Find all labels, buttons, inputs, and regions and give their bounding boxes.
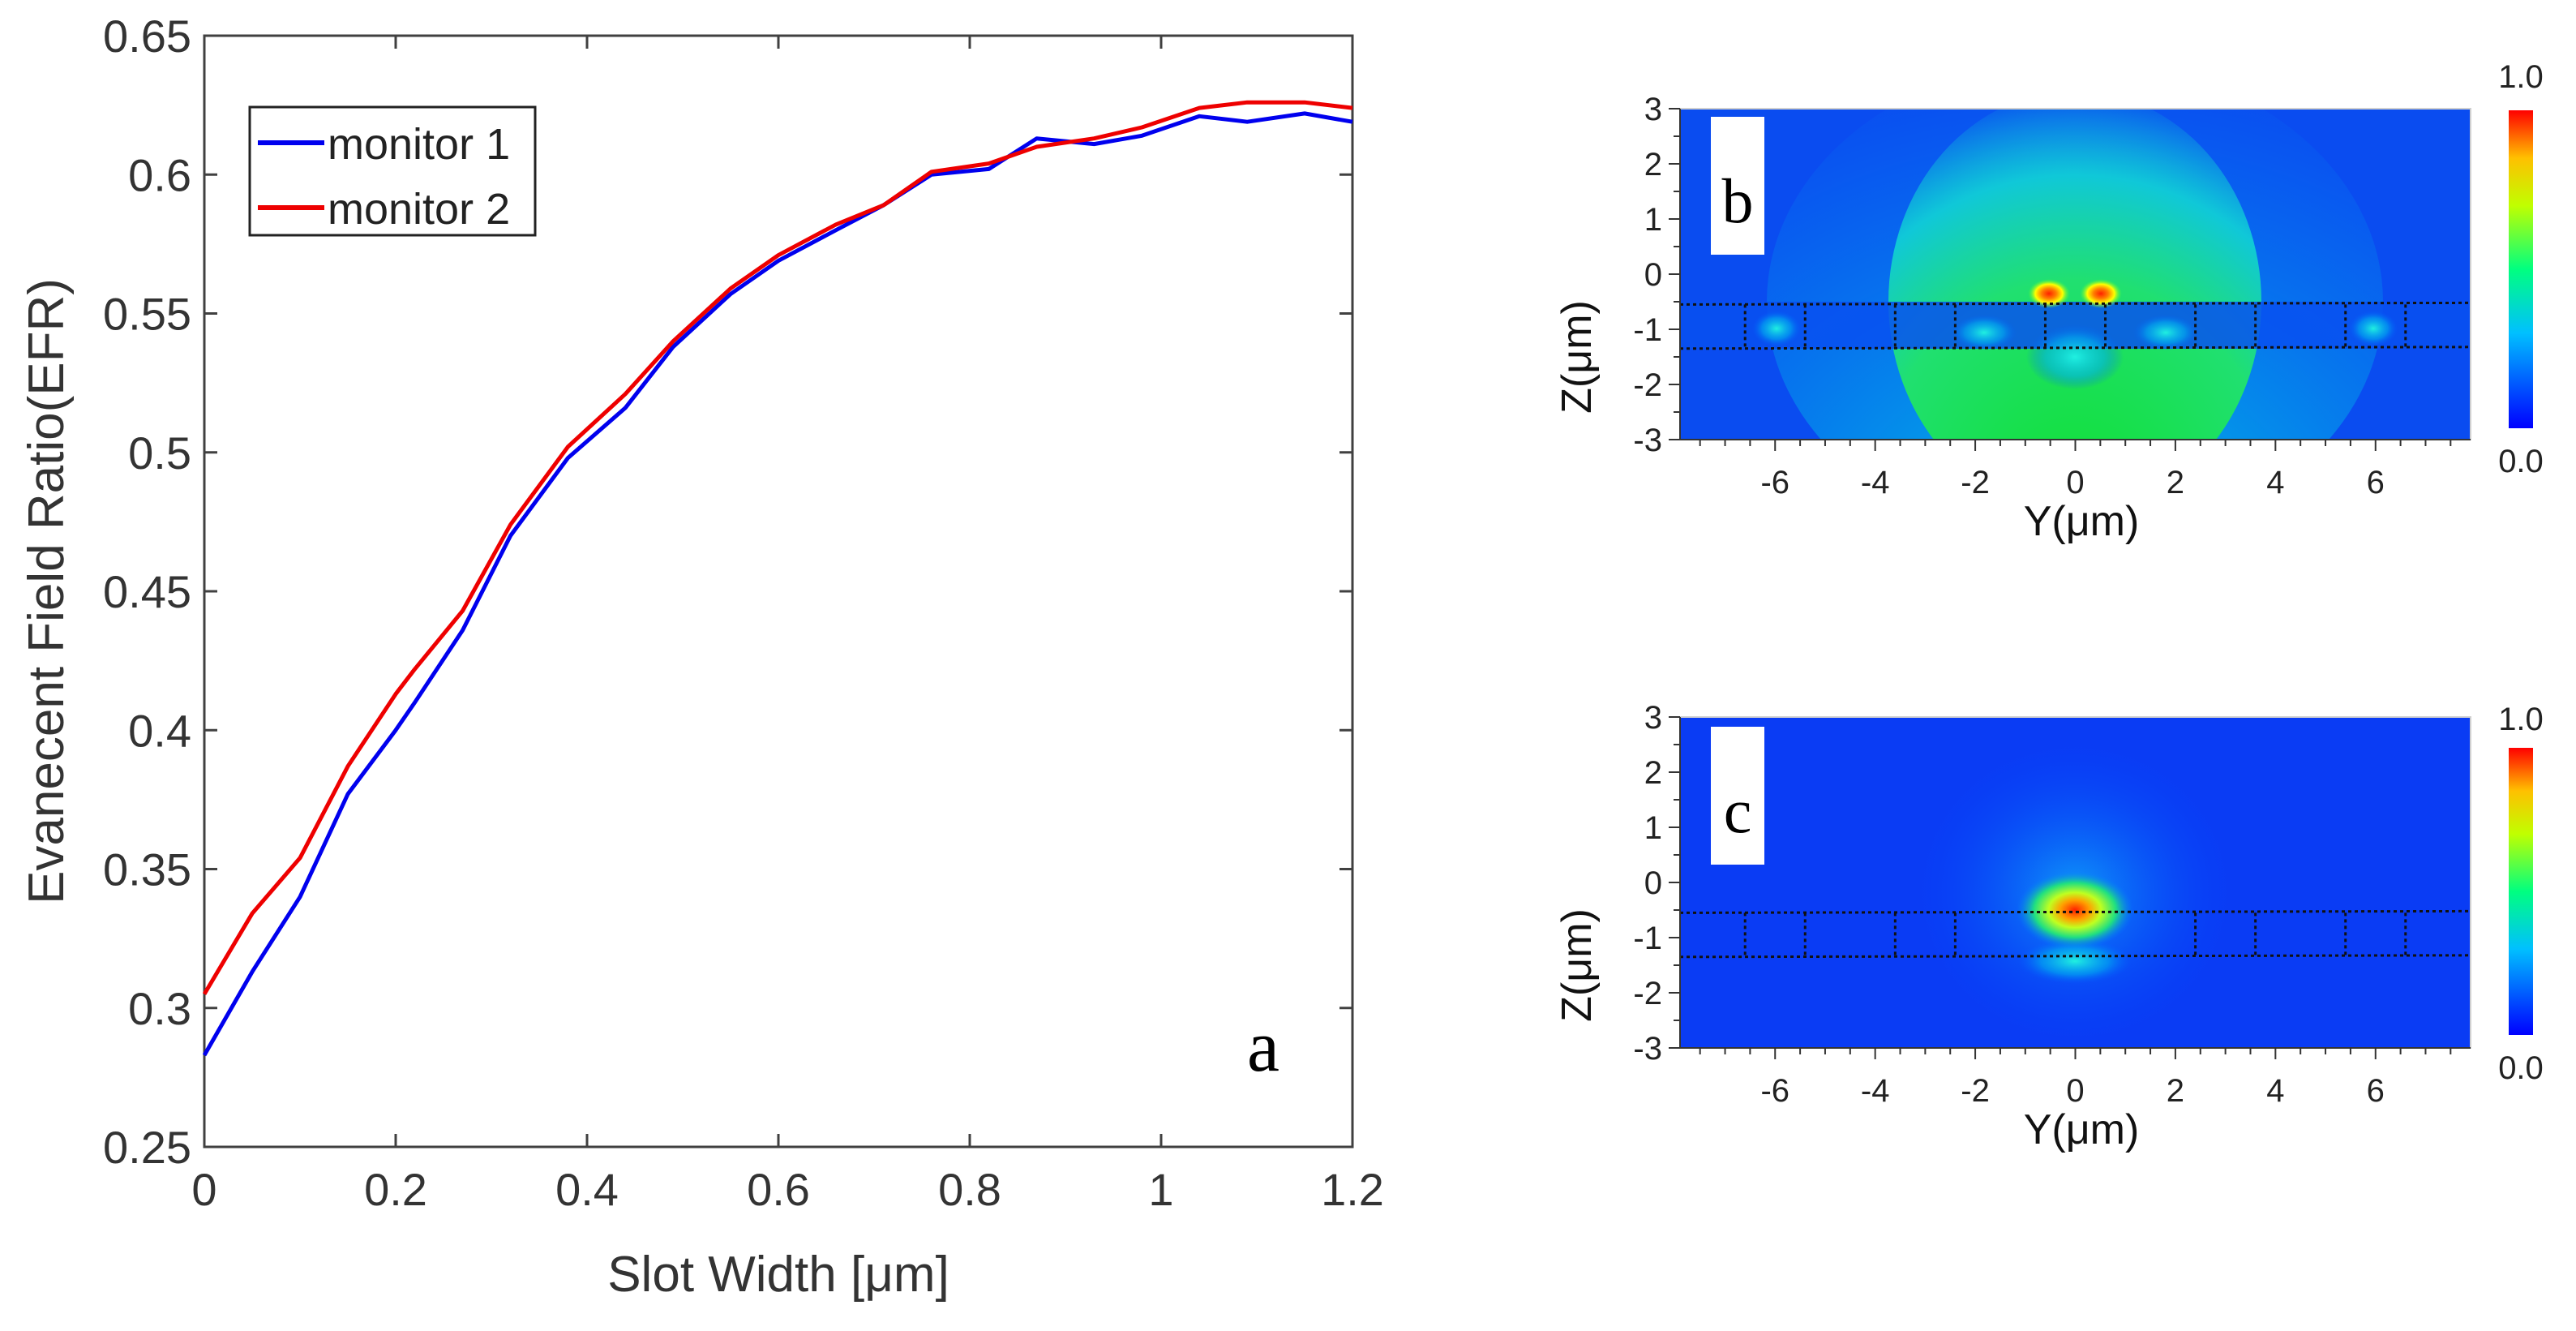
x-tick-label: 6 [2367, 465, 2385, 500]
legend: monitor 1 monitor 2 [248, 105, 537, 237]
y-tick-label: 0.3 [128, 983, 191, 1034]
heatmap-c-x-label: Y(μm) [2024, 1106, 2140, 1153]
x-tick-label: -6 [1760, 1073, 1789, 1109]
heatmap-b-hotspot [2028, 279, 2070, 308]
x-axis-ticks: 0 0.2 0.4 0.6 0.8 1 1.2 [191, 36, 1384, 1215]
y-tick-label: 0.35 [103, 844, 191, 895]
heatmap-c-ticks: -6 -4 -2 0 2 4 6 -3 -2 -1 0 1 2 3 [1633, 700, 2471, 1109]
heatmap-b-x-label: Y(μm) [2024, 498, 2140, 545]
x-tick-label: 6 [2367, 1073, 2385, 1109]
x-tick-label: 0 [2066, 465, 2084, 500]
y-tick-label: -1 [1633, 312, 1662, 348]
legend-label-monitor-1: monitor 1 [328, 120, 510, 169]
x-tick-label: 0 [2066, 1073, 2084, 1109]
y-tick-label: 0.45 [103, 566, 191, 617]
x-tick-label: -4 [1861, 1073, 1890, 1109]
efr-line-chart: 0 0.2 0.4 0.6 0.8 1 1.2 0.250.30.350.40.450.50… [19, 11, 1384, 1303]
heatmap-b-ticks: -6 -4 -2 0 2 4 6 -3 -2 -1 0 1 2 3 [1633, 92, 2471, 500]
y-tick-label: 1 [1644, 202, 1662, 238]
field-map-c: c -6 -4 -2 0 2 4 6 -3 -2 -1 0 1 2 3 Y(μm) Z(μm) 1.0 0… [1554, 700, 2544, 1153]
heatmap-b-side-lobe [1752, 311, 1801, 346]
x-axis-label: Slot Width [μm] [607, 1247, 949, 1303]
waveguide-bottom-edge [1680, 954, 2471, 959]
y-tick-label: 2 [1644, 147, 1662, 182]
x-tick-label: 1 [1148, 1164, 1173, 1215]
panel-label-b: b [1722, 165, 1754, 236]
y-tick-label: 0.55 [103, 289, 191, 340]
x-tick-label: 2 [2167, 465, 2184, 500]
heatmap-b-lower-lobe [2026, 324, 2124, 389]
y-tick-label: -3 [1633, 1031, 1662, 1067]
panel-label-b-box [1711, 117, 1764, 255]
y-tick-label: 0 [1644, 257, 1662, 293]
y-tick-label: 0.6 [128, 149, 191, 200]
y-tick-label: 2 [1644, 755, 1662, 791]
waveguide-outline-c [1680, 909, 2471, 959]
waveguide-top-edge [1680, 909, 2471, 914]
y-tick-label: 0.5 [128, 427, 191, 479]
x-tick-label: 1.2 [1321, 1164, 1384, 1215]
y-tick-label: 3 [1644, 92, 1662, 127]
colorbar-b-max: 1.0 [2498, 59, 2544, 95]
colorbar-b [2509, 110, 2533, 428]
y-tick-label: 0.25 [103, 1122, 191, 1173]
x-tick-label: 4 [2266, 465, 2284, 500]
waveguide-top-edge [1680, 301, 2471, 306]
legend-label-monitor-2: monitor 2 [328, 185, 510, 234]
heatmap-b-side-lobe [2349, 311, 2398, 346]
x-tick-label: -2 [1961, 1073, 1990, 1109]
series-line-monitor-1 [202, 111, 1353, 1057]
waveguide-bottom-edge [1680, 346, 2471, 350]
heatmap-b-dome [1888, 109, 2261, 440]
y-tick-label: 0 [1644, 865, 1662, 901]
heatmap-b-field [1680, 109, 2471, 440]
y-tick-label: 0.65 [103, 11, 191, 62]
field-map-b: b -6 -4 -2 0 2 4 6 -3 -2 -1 0 1 2 3 Y(μm) Z(μm) 1.0 0… [1554, 59, 2544, 545]
y-tick-label: -1 [1633, 921, 1662, 956]
x-tick-label: 2 [2167, 1073, 2184, 1109]
heatmap-b-y-label: Z(μm) [1554, 300, 1601, 414]
heatmap-c-lower-lobe [2018, 938, 2132, 984]
x-tick-label: 0.4 [555, 1164, 619, 1215]
x-tick-label: 0 [191, 1164, 216, 1215]
y-tick-label: 1 [1644, 810, 1662, 846]
x-tick-label: 0.8 [938, 1164, 1001, 1215]
waveguide-outline-b [1680, 301, 2471, 350]
series-line-monitor-2 [202, 100, 1353, 995]
heatmap-c-hotspot [2017, 871, 2133, 949]
y-tick-label: 3 [1644, 700, 1662, 736]
x-tick-label: 0.6 [747, 1164, 810, 1215]
y-tick-label: 0.4 [128, 705, 191, 756]
heatmap-b-side-lobe [2133, 315, 2198, 350]
heatmap-c-y-label: Z(μm) [1554, 908, 1601, 1022]
y-tick-label: -2 [1633, 367, 1662, 403]
series-lines [202, 100, 1353, 1057]
x-tick-label: 4 [2266, 1073, 2284, 1109]
panel-label-c: c [1724, 775, 1752, 846]
panel-label-c-box [1711, 727, 1764, 865]
y-axis-label: Evanecent Field Ratio(EFR) [19, 278, 75, 904]
y-axis-ticks: 0.25 0.3 0.35 0.4 0.45 0.5 0.55 0.6 0.65 [103, 11, 1352, 1173]
colorbar-b-min: 0.0 [2498, 444, 2544, 479]
heatmap-c-field [1680, 717, 2471, 1048]
legend-box [248, 105, 537, 237]
x-tick-label: -2 [1961, 465, 1990, 500]
colorbar-c-min: 0.0 [2498, 1050, 2544, 1086]
heatmap-b-hotspot [2080, 279, 2122, 308]
x-tick-label: 0.2 [364, 1164, 427, 1215]
x-tick-label: -4 [1861, 465, 1890, 500]
y-tick-label: -3 [1633, 423, 1662, 458]
y-tick-label: -2 [1633, 976, 1662, 1011]
colorbar-c-max: 1.0 [2498, 702, 2544, 737]
colorbar-c [2509, 748, 2533, 1035]
x-tick-label: -6 [1760, 465, 1789, 500]
heatmap-b-side-lobe [1952, 315, 2017, 350]
panel-label-a: a [1247, 1007, 1279, 1087]
